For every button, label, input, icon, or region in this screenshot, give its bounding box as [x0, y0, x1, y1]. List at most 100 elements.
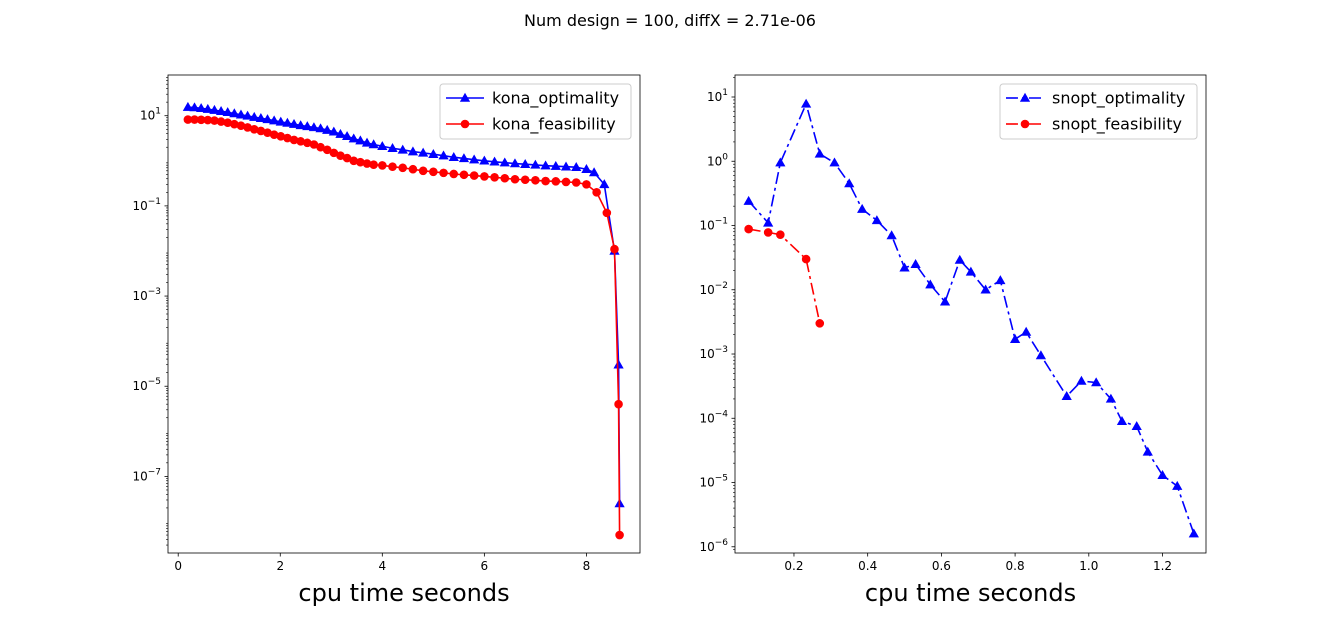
axes-frame	[167, 74, 641, 554]
data-point	[520, 159, 531, 168]
data-point	[398, 163, 408, 173]
y-tick-label: 101	[140, 107, 161, 123]
data-point	[509, 158, 521, 168]
y-tick-label: 100	[707, 152, 728, 168]
data-point	[235, 109, 247, 119]
plot-area	[182, 101, 625, 540]
x-axis-label: cpu time seconds	[298, 579, 509, 607]
y-tick-label-exponent: −5	[715, 474, 728, 484]
data-point	[469, 154, 480, 164]
data-point	[910, 258, 921, 268]
data-point	[335, 128, 346, 138]
data-point	[1009, 334, 1021, 343]
y-tick-label: 10−6	[699, 538, 728, 554]
data-point	[581, 164, 592, 173]
data-point	[801, 98, 812, 108]
data-point	[361, 137, 373, 147]
y-tick-label: 10−3	[699, 345, 728, 361]
y-tick-label: 10−1	[699, 217, 728, 233]
series-snopt_feasibility	[744, 224, 825, 328]
data-point	[242, 110, 253, 120]
data-point	[499, 157, 510, 167]
data-point	[489, 156, 500, 166]
x-tick-label: 2	[276, 559, 284, 573]
data-point	[602, 208, 612, 218]
y-tick-label-exponent: 0	[722, 152, 728, 162]
data-point	[743, 195, 754, 205]
y-tick-label: 10−5	[699, 474, 728, 490]
legend-marker	[459, 92, 471, 102]
data-point	[1142, 446, 1153, 456]
data-point	[925, 279, 936, 289]
data-point	[561, 177, 571, 187]
data-point	[615, 530, 624, 540]
data-point	[196, 103, 207, 113]
legend-box	[439, 83, 632, 140]
y-tick-label-base: 10	[699, 347, 714, 361]
data-point	[763, 217, 774, 227]
y-tick-label-base: 10	[132, 469, 147, 483]
x-axis: 0.2 0.4 0.6 0.8 1.0 1.2	[784, 553, 1172, 573]
data-point	[1188, 528, 1199, 538]
data-point	[479, 155, 490, 165]
y-tick-label-exponent: −3	[148, 287, 161, 297]
legend-label: snopt_optimality	[1052, 89, 1185, 109]
data-point	[829, 157, 840, 167]
data-point	[348, 133, 359, 143]
y-tick-label-base: 10	[699, 283, 714, 297]
data-point	[315, 123, 326, 133]
data-point	[418, 147, 429, 157]
data-point	[269, 115, 280, 125]
x-tick-label: 6	[481, 559, 489, 573]
data-point	[775, 157, 786, 167]
data-point	[541, 176, 550, 186]
data-point	[1157, 469, 1168, 479]
x-axis: 0 2 4 6 8	[174, 553, 590, 573]
data-point	[202, 103, 213, 113]
x-tick-label: 0.8	[1006, 559, 1025, 573]
data-point	[288, 118, 300, 128]
data-point	[255, 113, 266, 122]
data-point	[341, 131, 353, 141]
data-point	[530, 159, 541, 169]
data-point	[182, 101, 194, 111]
data-point	[1116, 416, 1128, 425]
legend-marker	[1020, 119, 1030, 129]
data-point	[560, 161, 572, 171]
data-point	[1035, 350, 1047, 360]
data-point	[428, 149, 439, 158]
legend-box	[999, 83, 1198, 140]
data-point	[490, 173, 499, 182]
data-point	[189, 102, 200, 112]
legend-label: kona_feasibility	[492, 115, 616, 135]
data-point	[1172, 480, 1183, 490]
plot-area	[743, 98, 1199, 538]
y-tick-label-exponent: −4	[715, 409, 729, 419]
data-point	[520, 175, 530, 185]
data-point	[763, 228, 773, 237]
data-point	[328, 126, 339, 136]
data-point	[388, 162, 397, 171]
x-tick-label: 1.0	[1079, 559, 1098, 573]
data-point	[610, 244, 619, 254]
y-tick-label-base: 10	[699, 540, 714, 554]
data-point	[355, 135, 366, 145]
x-tick-label: 8	[583, 559, 591, 573]
data-point	[1105, 393, 1117, 403]
data-point	[229, 108, 240, 118]
series-snopt_optimality	[743, 98, 1199, 538]
y-tick-label-exponent: 1	[722, 88, 728, 98]
legend: kona_optimality kona_feasibility	[439, 83, 632, 140]
data-point	[1061, 391, 1072, 401]
y-tick-label-exponent: −6	[715, 538, 729, 548]
data-point	[439, 168, 448, 178]
y-tick-label-exponent: −2	[715, 281, 728, 291]
data-point	[1021, 326, 1032, 336]
data-point	[368, 139, 379, 149]
data-point	[408, 164, 418, 174]
data-point	[980, 284, 991, 294]
data-point	[965, 266, 976, 276]
data-point	[954, 254, 965, 264]
